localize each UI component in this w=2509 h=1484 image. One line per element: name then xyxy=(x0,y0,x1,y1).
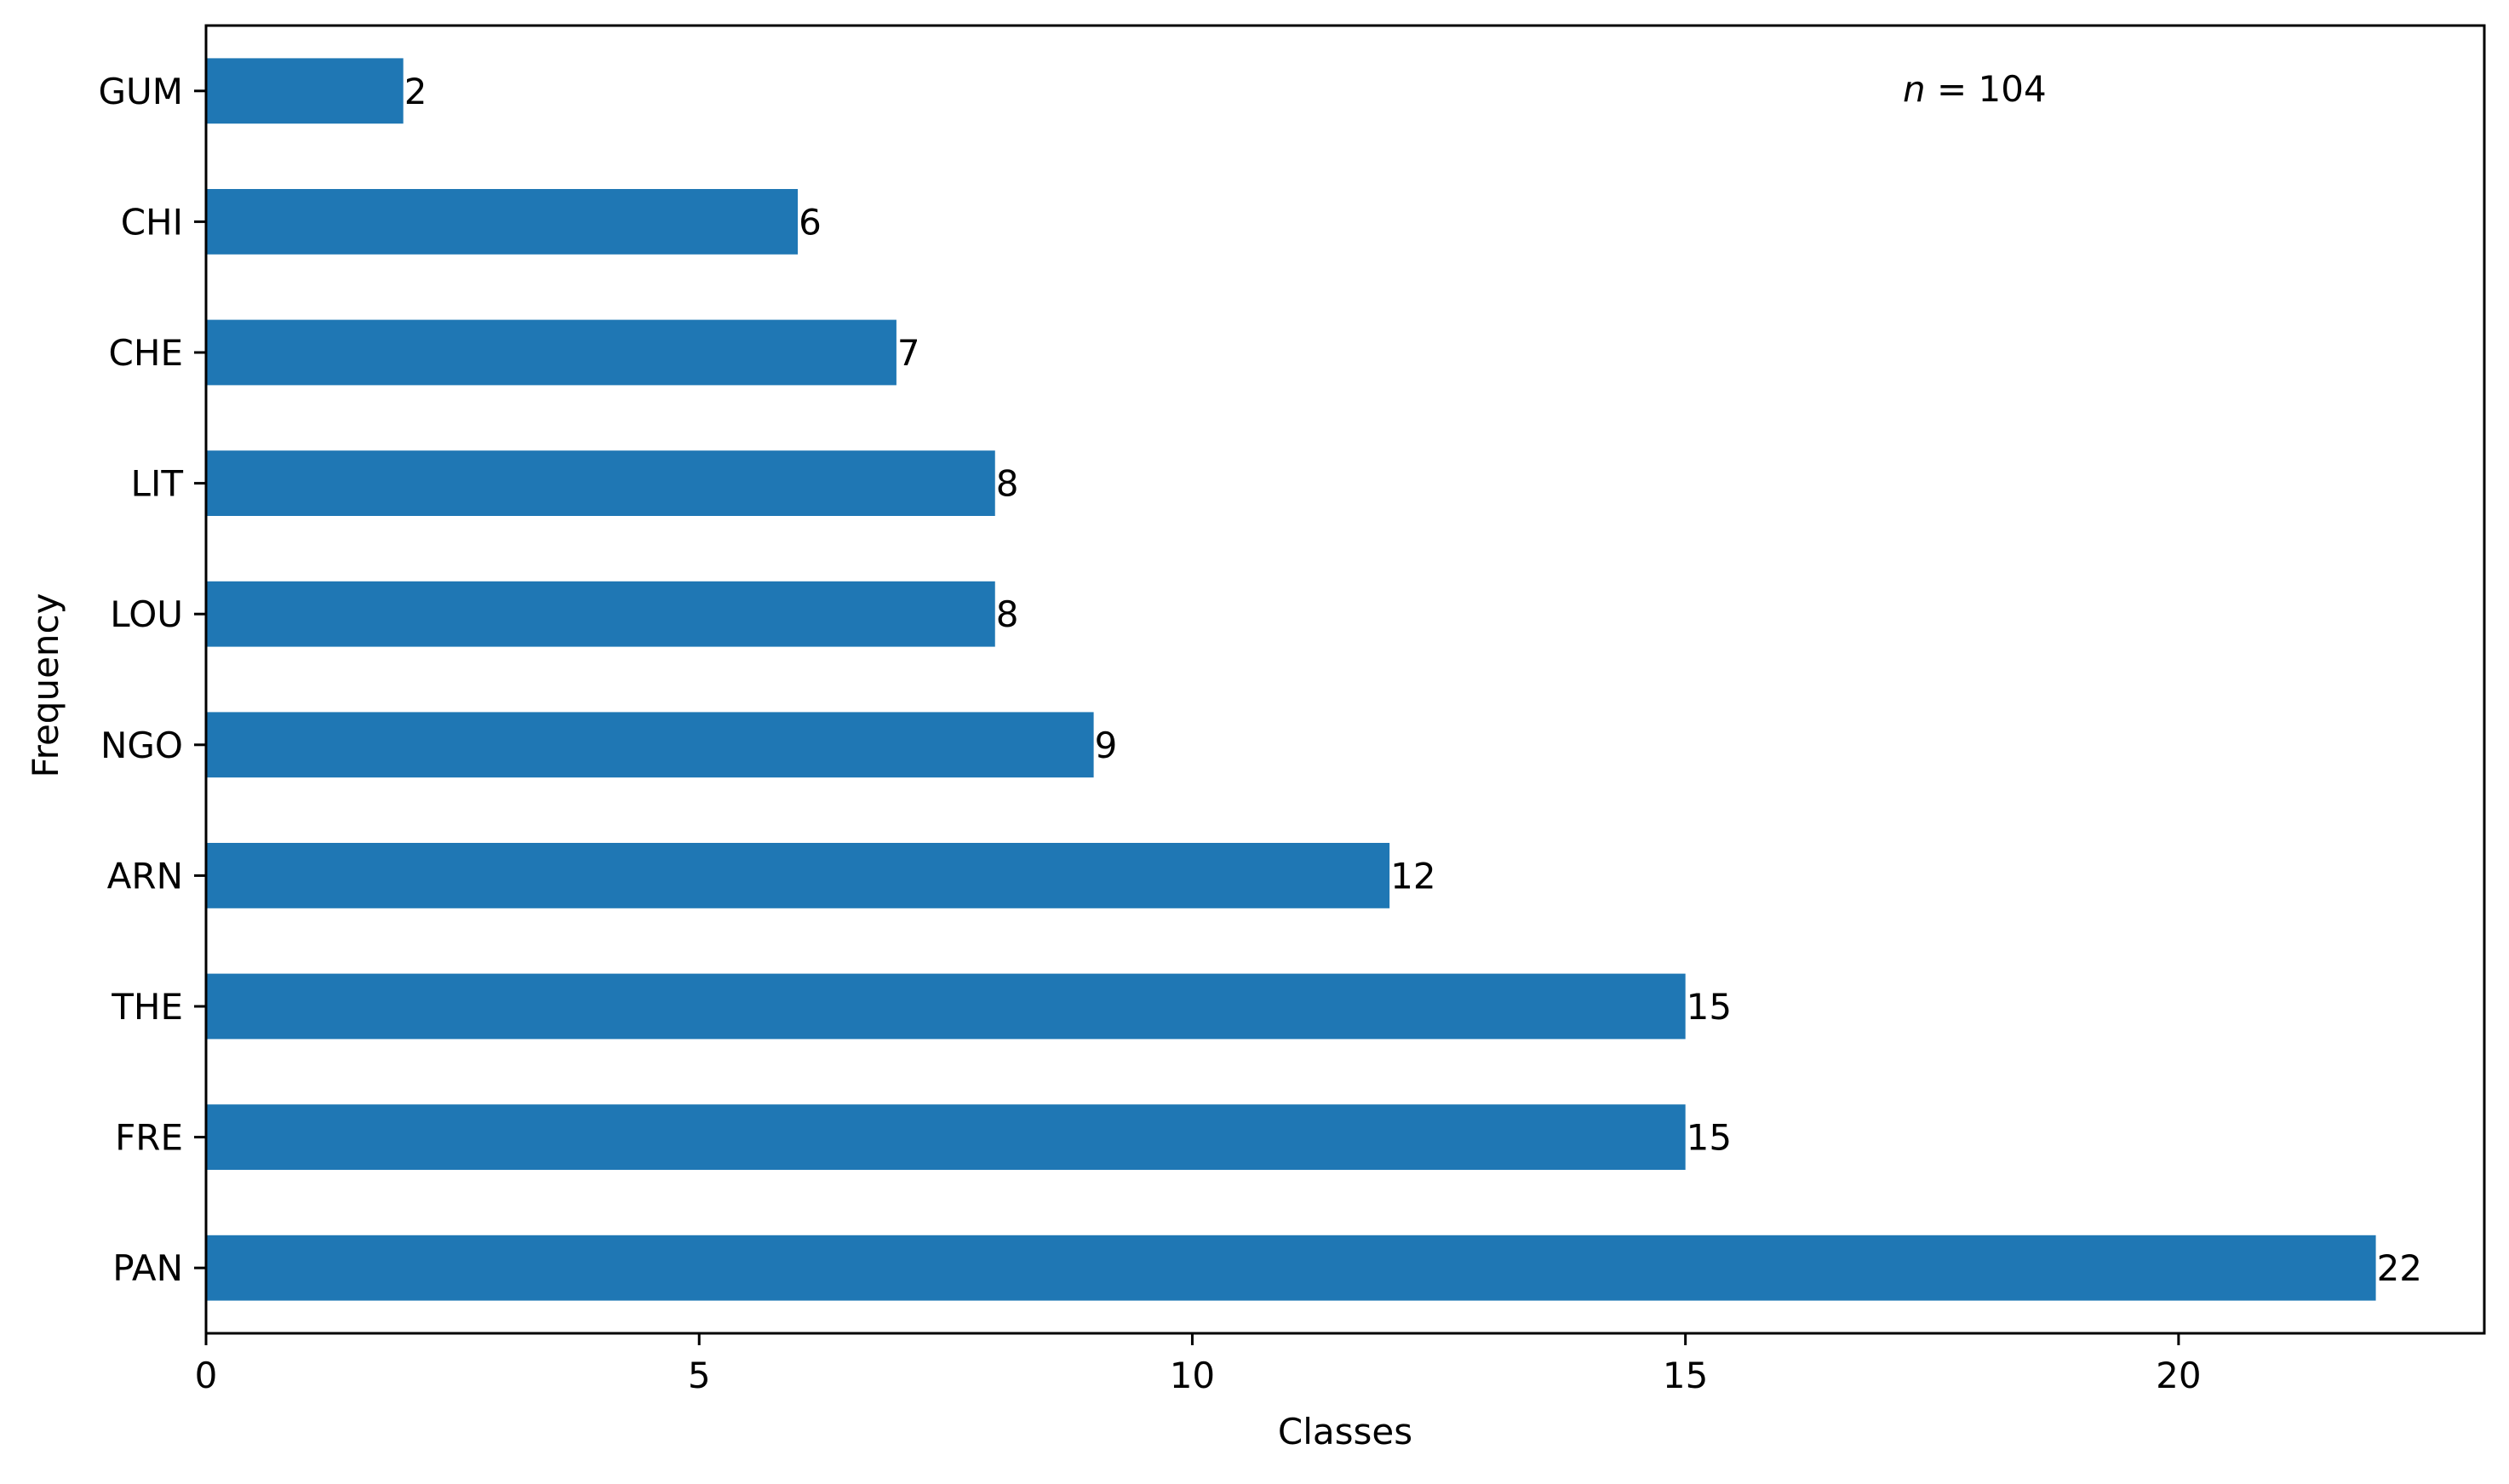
data-label-the: 15 xyxy=(1687,986,1732,1028)
bar-ngo xyxy=(206,712,1094,778)
x-tick-label-10: 10 xyxy=(1170,1355,1215,1396)
bar-chi xyxy=(206,189,799,255)
y-ticks-layer: GUM CHI CHE LIT LOU NGO ARN THE FRE PAN xyxy=(98,71,206,1289)
y-tick-label-gum: GUM xyxy=(98,71,183,112)
x-axis-label: Classes xyxy=(1278,1411,1412,1452)
x-tick-label-20: 20 xyxy=(2156,1355,2201,1396)
x-ticks-layer: 0 5 10 15 20 xyxy=(195,1333,2202,1396)
data-label-lit: 8 xyxy=(996,463,1019,505)
y-tick-label-lit: LIT xyxy=(131,463,184,505)
y-tick-label-fre: FRE xyxy=(115,1117,183,1159)
x-tick-label-15: 15 xyxy=(1663,1355,1708,1396)
data-label-lou: 8 xyxy=(996,593,1019,635)
annotation-equals: = xyxy=(1926,68,1979,110)
data-label-chi: 6 xyxy=(799,201,822,243)
x-tick-label-5: 5 xyxy=(688,1355,711,1396)
y-tick-label-lou: LOU xyxy=(110,593,183,635)
bar-lit xyxy=(206,450,995,516)
data-label-ngo: 9 xyxy=(1095,725,1118,766)
bar-the xyxy=(206,973,1686,1040)
data-label-che: 7 xyxy=(897,332,920,374)
bar-fre xyxy=(206,1104,1686,1170)
y-tick-label-arn: ARN xyxy=(107,855,183,897)
y-tick-label-chi: CHI xyxy=(121,201,183,243)
bar-lou xyxy=(206,581,995,647)
data-labels-layer: 2 6 7 8 8 9 12 15 15 22 xyxy=(404,71,2422,1289)
data-label-arn: 12 xyxy=(1390,855,1435,897)
bar-gum xyxy=(206,58,404,124)
bar-pan xyxy=(206,1235,2376,1301)
y-tick-label-ngo: NGO xyxy=(100,725,183,766)
data-label-gum: 2 xyxy=(404,71,427,112)
y-tick-label-che: CHE xyxy=(109,332,183,374)
y-tick-label-the: THE xyxy=(111,986,183,1028)
axes-layer xyxy=(204,24,2486,1335)
bar-arn xyxy=(206,843,1390,908)
plot-frame xyxy=(204,24,2486,1335)
bar-che xyxy=(206,319,896,386)
sample-size-annotation: n = 104 xyxy=(1903,68,2047,110)
x-tick-label-0: 0 xyxy=(195,1355,218,1396)
annotation-value: 104 xyxy=(1979,68,2047,110)
y-tick-label-pan: PAN xyxy=(112,1247,183,1289)
data-label-fre: 15 xyxy=(1687,1117,1732,1159)
bars-layer xyxy=(206,58,2376,1301)
annotation-variable: n xyxy=(1903,68,1926,110)
y-axis-label: Frequency xyxy=(25,593,66,778)
data-label-pan: 22 xyxy=(2377,1247,2422,1289)
